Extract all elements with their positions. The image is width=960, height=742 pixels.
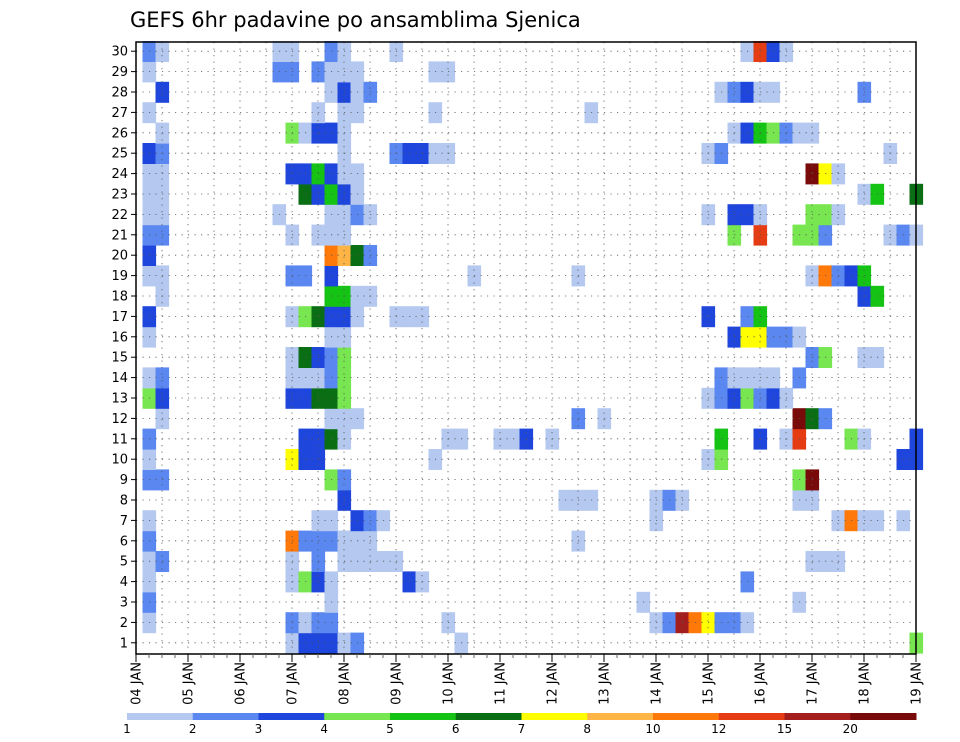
y-tick-label: 14	[111, 371, 128, 386]
y-tick-label: 12	[111, 412, 128, 427]
x-tick-label: 10 JAN	[442, 662, 457, 705]
legend-swatch	[850, 713, 917, 720]
x-tick-label: 14 JAN	[650, 662, 665, 705]
legend-swatch	[653, 713, 720, 720]
y-tick-label: 6	[120, 534, 128, 549]
y-tick-label: 2	[120, 616, 128, 631]
legend-label: 20	[843, 722, 858, 736]
legend-swatch	[587, 713, 654, 720]
legend-swatch	[784, 713, 851, 720]
legend-label: 4	[320, 722, 328, 736]
legend-label: 10	[645, 722, 660, 736]
legend-swatch	[390, 713, 457, 720]
y-tick-label: 17	[111, 310, 128, 325]
grid-lines	[136, 42, 916, 654]
legend-swatch	[455, 713, 522, 720]
x-axis: 04 JAN 05 JAN 06 JAN 07 JAN 08 JAN 09 JAN 10 J…	[130, 654, 925, 705]
legend-label: 12	[711, 722, 726, 736]
legend-label: 8	[583, 722, 591, 736]
y-tick-label: 26	[111, 126, 128, 141]
y-tick-label: 13	[111, 392, 128, 407]
y-tick-label: 8	[120, 494, 128, 509]
y-tick-label: 23	[111, 188, 128, 203]
x-tick-label: 07 JAN	[286, 662, 301, 705]
y-tick-label: 7	[120, 514, 128, 529]
color-legend: 1 2 3 4 5 6 7 8 10 12 15 20	[123, 713, 917, 736]
legend-label: 3	[255, 722, 263, 736]
legend-swatch	[521, 713, 588, 720]
y-tick-label: 1	[120, 636, 128, 651]
y-tick-label: 3	[120, 596, 128, 611]
legend-label: 1	[123, 722, 131, 736]
y-tick-label: 10	[111, 453, 128, 468]
y-tick-label: 11	[111, 432, 128, 447]
y-tick-label: 25	[111, 147, 128, 162]
y-tick-label: 24	[111, 167, 128, 182]
x-tick-label: 08 JAN	[338, 662, 353, 705]
x-tick-label: 09 JAN	[390, 662, 405, 705]
x-tick-label: 17 JAN	[806, 662, 821, 705]
y-tick-label: 22	[111, 208, 128, 223]
x-tick-label: 15 JAN	[702, 662, 717, 705]
y-tick-label: 30	[111, 45, 128, 60]
chart-title: GEFS 6hr padavine po ansamblima Sjenica	[130, 8, 581, 32]
y-tick-label: 18	[111, 290, 128, 305]
y-axis: 1234567891011121314151617181920212223242…	[111, 45, 136, 651]
x-tick-label: 04 JAN	[130, 662, 145, 705]
x-tick-label: 05 JAN	[182, 662, 197, 705]
x-tick-label: 18 JAN	[858, 662, 873, 705]
legend-label: 2	[189, 722, 197, 736]
y-tick-label: 20	[111, 249, 128, 264]
y-tick-label: 15	[111, 351, 128, 366]
y-tick-label: 29	[111, 65, 128, 80]
x-tick-label: 11 JAN	[494, 662, 509, 705]
x-tick-label: 13 JAN	[598, 662, 613, 705]
legend-swatch	[718, 713, 785, 720]
y-tick-label: 5	[120, 555, 128, 570]
y-tick-label: 19	[111, 269, 128, 284]
legend-swatch	[127, 713, 194, 720]
y-tick-label: 28	[111, 86, 128, 101]
x-tick-label: 16 JAN	[754, 662, 769, 705]
legend-swatch	[258, 713, 325, 720]
y-tick-label: 9	[120, 473, 128, 488]
legend-label: 7	[518, 722, 526, 736]
legend-label: 5	[386, 722, 394, 736]
legend-label: 6	[452, 722, 460, 736]
y-tick-label: 4	[120, 575, 128, 590]
x-tick-label: 12 JAN	[546, 662, 561, 705]
x-tick-label: 19 JAN	[910, 662, 925, 705]
y-tick-label: 16	[111, 330, 128, 345]
legend-label: 15	[777, 722, 792, 736]
legend-swatch	[192, 713, 259, 720]
y-tick-label: 21	[111, 228, 128, 243]
y-tick-label: 27	[111, 106, 128, 121]
legend-swatch	[324, 713, 391, 720]
x-tick-label: 06 JAN	[234, 662, 249, 705]
